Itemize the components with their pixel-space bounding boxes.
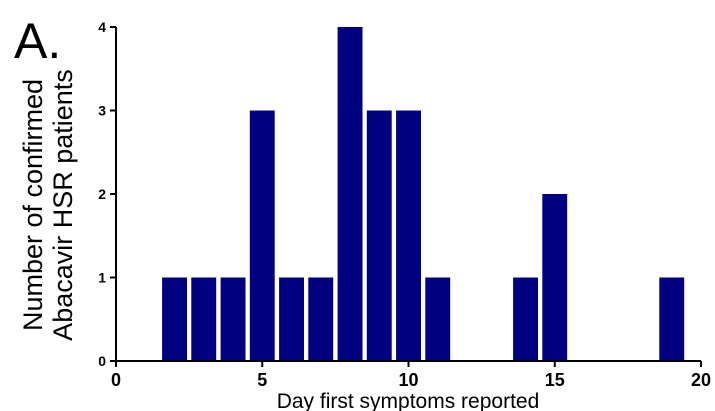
bar-day-5 [249, 110, 275, 361]
bar-day-9 [366, 110, 392, 361]
x-tick-label-0: 0 [111, 370, 121, 390]
bar-day-2 [162, 277, 187, 361]
y-tick-label-1: 1 [98, 270, 106, 286]
bars-group [162, 27, 685, 361]
bar-day-14 [513, 277, 538, 361]
bar-day-4 [220, 277, 246, 361]
y-tick-label-4: 4 [98, 19, 106, 35]
x-tick-label-20: 20 [691, 370, 711, 390]
bar-day-11 [425, 277, 451, 361]
bar-day-6 [279, 277, 304, 361]
y-tick-label-0: 0 [98, 353, 106, 369]
y-tick-label-2: 2 [98, 186, 106, 202]
axes-group: 0 1 2 3 4 0 5 10 15 20 [98, 19, 711, 390]
x-axis-title: Day first symptoms reported [277, 390, 540, 411]
bar-day-8 [337, 27, 363, 361]
bar-day-7 [308, 277, 334, 361]
x-tick-label-10: 10 [398, 370, 418, 390]
bar-day-3 [191, 277, 217, 361]
y-axis-title-line-2: Abacavir HSR patients [48, 69, 78, 341]
bar-day-10 [396, 110, 421, 361]
bar-day-19 [659, 277, 685, 361]
y-tick-label-3: 3 [98, 103, 106, 119]
x-tick-label-15: 15 [545, 370, 565, 390]
panel-label: A. [14, 13, 61, 69]
y-axis-title: Number of confirmed Abacavir HSR patient… [18, 69, 78, 341]
x-tick-label-5: 5 [257, 370, 267, 390]
y-axis-title-line-1: Number of confirmed [18, 79, 48, 331]
bar-day-15 [542, 194, 568, 361]
